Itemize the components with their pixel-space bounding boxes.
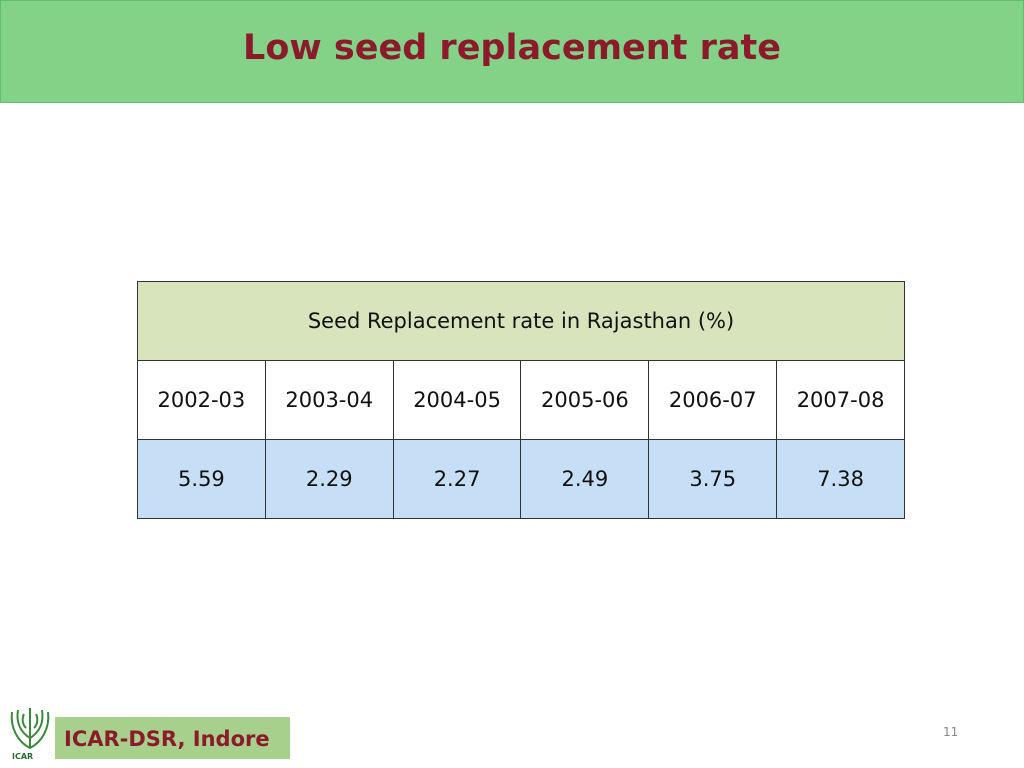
column-header: 2004-05 bbox=[392, 360, 522, 440]
page-number: 11 bbox=[943, 725, 959, 739]
caption-row: Seed Replacement rate in Rajasthan (%) bbox=[137, 281, 905, 361]
table-cell: 2.29 bbox=[264, 439, 394, 519]
table-cell: 2.27 bbox=[392, 439, 522, 519]
organization: ICAR-DSR, Indore bbox=[55, 717, 290, 759]
column-header: 2007-08 bbox=[776, 360, 905, 440]
column-header: 2003-04 bbox=[264, 360, 394, 440]
logo-text: ICAR bbox=[12, 752, 34, 761]
table-cell: 3.75 bbox=[648, 439, 778, 519]
table-cell: 5.59 bbox=[137, 439, 266, 519]
table-cell: 2.49 bbox=[520, 439, 650, 519]
table-caption: Seed Replacement rate in Rajasthan (%) bbox=[137, 281, 905, 361]
logo bbox=[10, 708, 50, 750]
column-header: 2002-03 bbox=[137, 360, 266, 440]
slide-title: Low seed replacement rate bbox=[243, 28, 781, 68]
data-row: 5.59 2.29 2.27 2.49 3.75 7.38 bbox=[137, 439, 905, 519]
header-row: 2002-03 2003-04 2004-05 2005-06 2006-07 2007-… bbox=[137, 360, 905, 440]
data-table: Seed Replacement rate in Rajasthan (%) 20… bbox=[137, 281, 905, 519]
column-header: 2005-06 bbox=[520, 360, 650, 440]
table-cell: 7.38 bbox=[776, 439, 905, 519]
title-band bbox=[0, 0, 1024, 103]
column-header: 2006-07 bbox=[648, 360, 778, 440]
